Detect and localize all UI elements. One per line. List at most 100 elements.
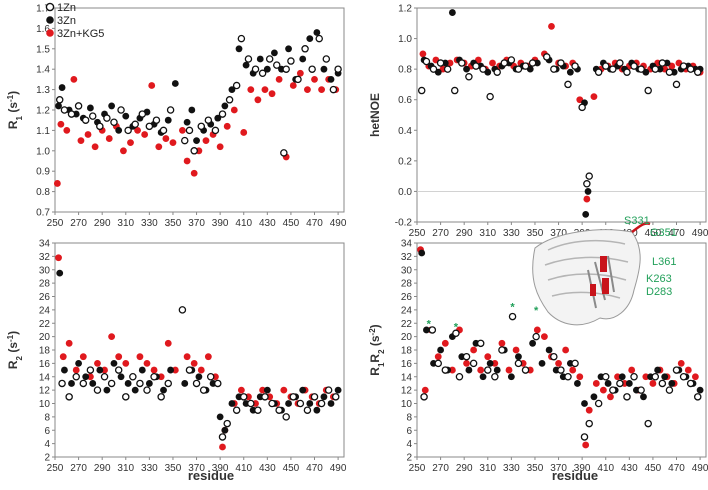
y-tick-label-R2: 24 <box>39 305 51 316</box>
x-tick-label-R1R2: 310 <box>479 463 496 474</box>
y-tick-label-R1R2: 4 <box>406 439 412 450</box>
x-tick-label-R1R2: 430 <box>621 463 638 474</box>
point-1zn-R1R2 <box>638 387 644 393</box>
point-1zn-R1R2 <box>581 434 587 440</box>
x-tick-label-R2: 430 <box>259 463 276 474</box>
x-tick-label-R1R2: 410 <box>597 463 614 474</box>
y-tick-label-R2: 34 <box>39 239 51 250</box>
point-1zn-R2 <box>158 394 164 400</box>
y-tick-label-hetNOE: 0.0 <box>398 187 412 198</box>
point-3zn-kg5-R2 <box>73 367 80 374</box>
point-3zn-kg5-hetNOE <box>583 196 590 203</box>
point-1zn-R1 <box>295 76 301 82</box>
y-tick-label-R2: 10 <box>39 399 51 410</box>
point-3zn-R1R2 <box>487 360 494 367</box>
point-3zn-kg5-R1 <box>127 139 134 146</box>
x-tick-label-R1: 470 <box>306 218 323 229</box>
point-3zn-R2 <box>75 360 82 367</box>
point-3zn-R1 <box>115 127 122 134</box>
point-1zn-hetNOE <box>530 60 536 66</box>
point-1zn-R2 <box>144 387 150 393</box>
point-1zn-R2 <box>186 367 192 373</box>
point-3zn-kg5-R1 <box>63 127 70 134</box>
point-3zn-kg5-R1 <box>141 131 148 138</box>
point-3zn-kg5-R1R2 <box>555 360 562 367</box>
point-1zn-hetNOE <box>624 69 630 75</box>
point-1zn-R1 <box>205 117 211 123</box>
significance-star: * <box>454 322 459 334</box>
point-3zn-kg5-R2 <box>144 360 151 367</box>
point-3zn-kg5-hetNOE <box>591 93 598 100</box>
point-1zn-R1 <box>219 111 225 117</box>
point-3zn-kg5-R1R2 <box>541 333 548 340</box>
point-1zn-R1R2 <box>456 374 462 380</box>
point-1zn-R1 <box>330 87 336 93</box>
point-3zn-kg5-R1R2 <box>499 340 506 347</box>
point-1zn-hetNOE <box>631 63 637 69</box>
point-3zn-kg5-R2 <box>151 367 158 374</box>
x-tick-label-hetNOE: 250 <box>409 228 426 239</box>
point-1zn-R1 <box>68 111 74 117</box>
point-3zn-R1R2 <box>605 380 612 387</box>
y-tick-label-R1R2: 12 <box>401 386 413 397</box>
point-1zn-R2 <box>59 380 65 386</box>
point-1zn-hetNOE <box>603 63 609 69</box>
point-3zn-kg5-R2 <box>184 353 191 360</box>
point-3zn-R1R2 <box>539 360 546 367</box>
point-3zn-kg5-R1R2 <box>576 373 583 380</box>
point-3zn-R1 <box>172 80 179 87</box>
point-1zn-R1 <box>302 46 308 52</box>
point-1zn-R1R2 <box>695 394 701 400</box>
point-3zn-kg5-R1R2 <box>678 360 685 367</box>
point-3zn-R2 <box>328 400 335 407</box>
point-1zn-R1 <box>281 150 287 156</box>
point-3zn-kg5-R1R2 <box>513 347 520 354</box>
point-1zn-R1 <box>288 58 294 64</box>
point-3zn-R2 <box>160 387 167 394</box>
point-3zn-R2 <box>221 427 228 434</box>
point-1zn-hetNOE <box>584 181 590 187</box>
point-1zn-R1R2 <box>471 360 477 366</box>
point-3zn-R2 <box>299 387 306 394</box>
point-1zn-hetNOE <box>452 87 458 93</box>
structure-label-s331: S331 <box>624 215 650 227</box>
point-3zn-R2 <box>321 393 328 400</box>
point-1zn-hetNOE <box>522 63 528 69</box>
x-tick-label-hetNOE: 490 <box>692 228 708 239</box>
point-3zn-kg5-R1 <box>254 96 261 103</box>
point-1zn-R1R2 <box>617 380 623 386</box>
point-3zn-R1R2 <box>661 373 668 380</box>
point-1zn-hetNOE <box>579 104 585 110</box>
point-1zn-hetNOE <box>680 63 686 69</box>
point-1zn-R2 <box>87 367 93 373</box>
point-1zn-R1 <box>191 148 197 154</box>
point-1zn-R2 <box>73 374 79 380</box>
point-3zn-kg5-R2 <box>280 387 287 394</box>
point-3zn-kg5-R2 <box>238 387 245 394</box>
x-tick-label-R2: 450 <box>283 463 300 474</box>
point-3zn-R1R2 <box>697 387 704 394</box>
point-3zn-kg5-R1R2 <box>600 387 607 394</box>
point-3zn-kg5-R1R2 <box>685 367 692 374</box>
point-1zn-R1 <box>323 56 329 62</box>
legend-label-3zn-kg5: 3Zn+KG5 <box>57 28 104 40</box>
point-1zn-R1R2 <box>688 380 694 386</box>
point-1zn-R2 <box>137 380 143 386</box>
point-1zn-R1 <box>274 62 280 68</box>
legend-marker-3zn-kg5 <box>46 29 54 37</box>
point-1zn-R1R2 <box>421 394 427 400</box>
x-tick-label-R1: 370 <box>188 218 205 229</box>
y-tick-label-R2: 26 <box>39 292 51 303</box>
point-3zn-kg5-R1R2 <box>628 367 635 374</box>
point-3zn-kg5-R1R2 <box>534 327 541 334</box>
point-3zn-kg5-R2 <box>205 353 212 360</box>
y-tick-label-R1R2: 6 <box>406 426 412 437</box>
y-tick-label-R1R2: 16 <box>401 359 413 370</box>
point-1zn-R1R2 <box>558 367 564 373</box>
point-1zn-R1R2 <box>435 360 441 366</box>
y-tick-label-R1: 1.1 <box>36 126 50 137</box>
legend-marker-3zn <box>46 16 54 24</box>
point-1zn-R2 <box>224 420 230 426</box>
point-3zn-kg5-R1R2 <box>562 347 569 354</box>
point-1zn-hetNOE <box>501 60 507 66</box>
